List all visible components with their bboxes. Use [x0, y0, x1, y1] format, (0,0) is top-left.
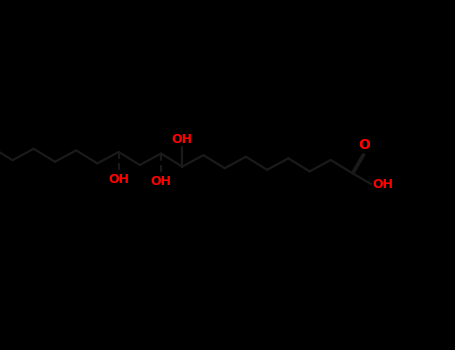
- Text: OH: OH: [172, 133, 193, 146]
- Text: OH: OH: [108, 173, 129, 186]
- Text: O: O: [358, 138, 370, 152]
- Text: OH: OH: [372, 178, 393, 191]
- Text: OH: OH: [151, 175, 172, 188]
